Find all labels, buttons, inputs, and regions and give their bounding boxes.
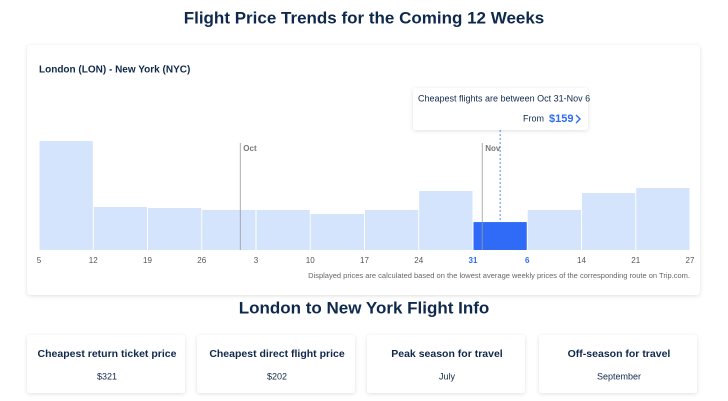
card-label: Off-season for travel bbox=[568, 348, 671, 360]
bar[interactable] bbox=[39, 141, 93, 250]
x-tick-label: 6 bbox=[525, 256, 530, 265]
chevron bbox=[575, 114, 581, 124]
page-title: Flight Price Trends for the Coming 12 We… bbox=[184, 8, 545, 27]
x-tick-label: 31 bbox=[469, 256, 478, 265]
bar[interactable] bbox=[93, 206, 147, 250]
info-card bbox=[197, 335, 355, 393]
info-card bbox=[367, 335, 525, 393]
tooltip-text: Cheapest flights are between Oct 31-Nov … bbox=[418, 93, 590, 103]
bar[interactable] bbox=[527, 209, 581, 250]
tooltip-price: $159 bbox=[549, 113, 573, 125]
bar[interactable] bbox=[419, 190, 473, 250]
bar[interactable] bbox=[256, 209, 310, 250]
x-tick-label: 12 bbox=[89, 256, 98, 265]
month-label: Oct bbox=[243, 144, 257, 153]
card-value: $321 bbox=[97, 371, 117, 381]
card-label: Cheapest return ticket price bbox=[38, 348, 177, 360]
x-tick-label: 10 bbox=[306, 256, 315, 265]
x-tick-label: 3 bbox=[254, 256, 259, 265]
tooltip-from: From bbox=[523, 113, 544, 123]
info-title: London to New York Flight Info bbox=[239, 298, 490, 317]
x-tick-label: 24 bbox=[414, 256, 423, 265]
info-card bbox=[539, 335, 697, 393]
card-label: Cheapest direct flight price bbox=[209, 348, 345, 360]
route-title: London (LON) - New York (NYC) bbox=[39, 65, 190, 76]
x-tick-label: 27 bbox=[686, 256, 695, 265]
bar[interactable] bbox=[365, 209, 419, 250]
x-tick-label: 5 bbox=[37, 256, 42, 265]
x-tick-label: 17 bbox=[360, 256, 369, 265]
month-label: Nov bbox=[485, 144, 501, 153]
bar[interactable] bbox=[310, 213, 364, 250]
x-tick-label: 14 bbox=[577, 256, 586, 265]
card-value: September bbox=[597, 371, 641, 381]
card-value: $202 bbox=[267, 371, 287, 381]
bar[interactable] bbox=[202, 209, 256, 250]
bar[interactable] bbox=[636, 187, 690, 250]
bar[interactable] bbox=[148, 208, 202, 250]
x-tick-label: 19 bbox=[143, 256, 152, 265]
card-label: Peak season for travel bbox=[391, 348, 503, 360]
info-cards: Cheapest return ticket price $321 Cheapest… bbox=[27, 335, 697, 393]
card-value: July bbox=[439, 371, 456, 381]
chart: 5 12 19 26 3 10 17 24 31 6 14 21 27 Oct Nov Cheapest fl… bbox=[37, 88, 695, 265]
x-tick-label: 26 bbox=[197, 256, 206, 265]
bar-highlight[interactable] bbox=[473, 222, 527, 250]
chart-note: Displayed prices are calculated based on… bbox=[308, 271, 690, 280]
info-card bbox=[27, 335, 185, 393]
tooltip bbox=[413, 88, 588, 130]
x-tick-label: 21 bbox=[631, 256, 640, 265]
bar[interactable] bbox=[582, 193, 636, 250]
